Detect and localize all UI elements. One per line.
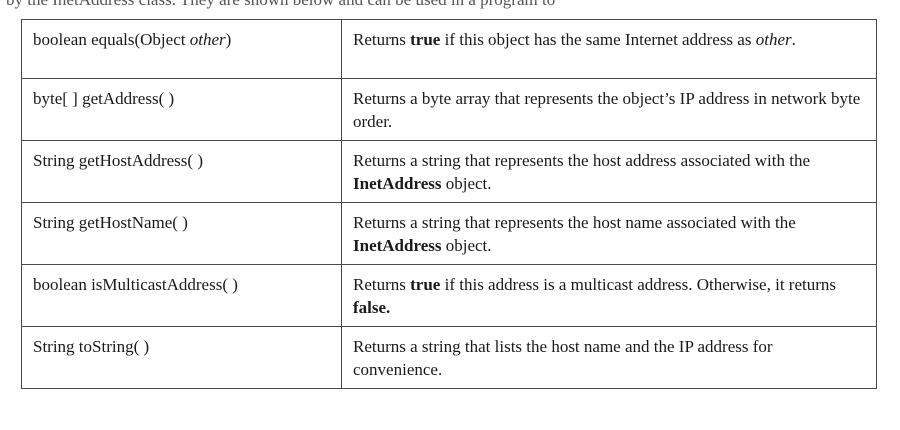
method-signature: String getHostName( )	[21, 202, 342, 265]
method-signature-text: String getHostName( )	[33, 213, 188, 232]
method-row: String getHostName( ) Returns a string th…	[21, 202, 877, 265]
method-description-text: .	[791, 30, 796, 49]
method-signature-text: other	[189, 30, 226, 49]
methods-table-body: boolean equals(Object other) Returns true…	[21, 19, 877, 389]
method-row: boolean equals(Object other) Returns true…	[21, 19, 877, 79]
method-signature: String getHostAddress( )	[21, 140, 342, 203]
method-signature-text: String toString( )	[33, 337, 150, 356]
method-description-text: false.	[353, 298, 391, 317]
cut-off-text-line: by the InetAddress class. They are shown…	[0, 0, 900, 12]
method-description: Returns a string that lists the host nam…	[341, 326, 877, 389]
method-signature-text: boolean equals(Object	[33, 30, 190, 49]
inetaddress-methods-table: boolean equals(Object other) Returns true…	[21, 19, 877, 389]
method-signature-text: byte[ ] getAddress( )	[33, 89, 175, 108]
method-description-text: if this object has the same Internet add…	[440, 30, 756, 49]
method-signature: boolean equals(Object other)	[21, 19, 342, 79]
method-description-text: Returns a string that lists the host nam…	[353, 337, 773, 379]
method-description-text: true	[410, 30, 441, 49]
method-signature-text: boolean isMulticastAddress( )	[33, 275, 238, 294]
method-description-text: object.	[441, 236, 492, 255]
method-signature: String toString( )	[21, 326, 342, 389]
method-description-text: InetAddress	[353, 236, 442, 255]
method-signature-text: )	[225, 30, 232, 49]
method-description-text: Returns	[353, 30, 411, 49]
method-description: Returns true if this address is a multic…	[341, 264, 877, 327]
method-signature: byte[ ] getAddress( )	[21, 78, 342, 141]
method-description-text: Returns a string that represents the hos…	[353, 213, 796, 232]
method-row: byte[ ] getAddress( ) Returns a byte arra…	[21, 78, 877, 141]
method-description: Returns a byte array that represents the…	[341, 78, 877, 141]
method-description-text: Returns a byte array that represents the…	[353, 89, 861, 131]
method-description-text: Returns a string that represents the hos…	[353, 151, 810, 170]
method-row: String toString( ) Returns a string that …	[21, 326, 877, 389]
method-description: Returns a string that represents the hos…	[341, 140, 877, 203]
method-signature: boolean isMulticastAddress( )	[21, 264, 342, 327]
method-row: String getHostAddress( ) Returns a string…	[21, 140, 877, 203]
method-description: Returns true if this object has the same…	[341, 19, 877, 79]
method-description-text: other	[755, 30, 792, 49]
cut-off-text: by the InetAddress class. They are shown…	[0, 0, 900, 8]
method-description-text: InetAddress	[353, 174, 442, 193]
method-description-text: object.	[441, 174, 492, 193]
method-row: boolean isMulticastAddress( ) Returns tru…	[21, 264, 877, 327]
method-description-text: true	[410, 275, 441, 294]
method-description-text: if this address is a multicast address. …	[440, 275, 836, 294]
method-signature-text: String getHostAddress( )	[33, 151, 203, 170]
method-description-text: Returns	[353, 275, 411, 294]
method-description: Returns a string that represents the hos…	[341, 202, 877, 265]
